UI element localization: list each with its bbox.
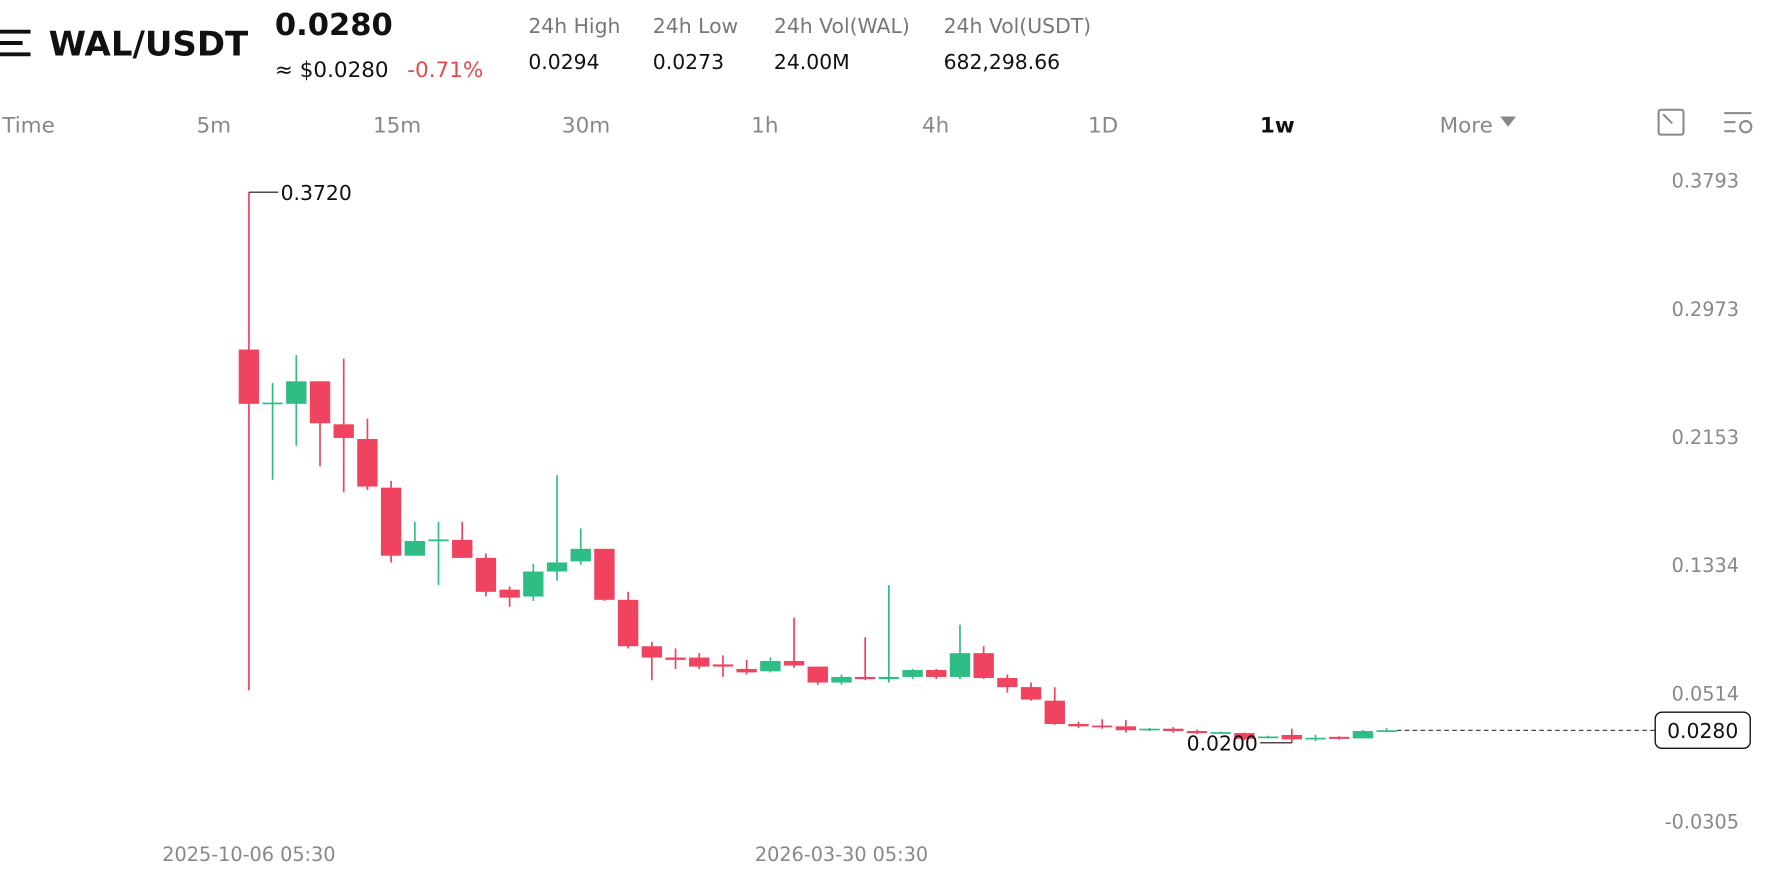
candle-body: [499, 589, 520, 598]
last-price: 0.0280: [275, 8, 393, 43]
candle-body: [1068, 724, 1089, 727]
stat-label: 24h Vol(USDT): [944, 14, 1092, 38]
candle-body: [665, 657, 686, 660]
candle-body: [831, 676, 852, 683]
candle-body: [333, 424, 354, 438]
candle-body: [949, 653, 971, 677]
candle-body: [594, 548, 615, 600]
candle-body: [570, 548, 591, 562]
candle-body: [428, 539, 449, 542]
timeframe-tab[interactable]: 5m: [197, 113, 232, 138]
stat-value: 682,298.66: [944, 50, 1061, 74]
stat-label: 24h Low: [653, 14, 738, 38]
settings-icon[interactable]: [1724, 112, 1753, 134]
candle-body: [475, 557, 497, 592]
candle-body: [1163, 728, 1184, 732]
candle-body: [309, 381, 331, 424]
tool-icons: [1657, 108, 1753, 136]
candle-body: [712, 664, 734, 667]
timeframe-tab[interactable]: 4h: [922, 113, 949, 138]
candle-body: [1281, 734, 1302, 740]
fullscreen-icon[interactable]: [1657, 108, 1685, 136]
stat-value: 24.00M: [774, 50, 850, 74]
y-tick-label: 0.2973: [1672, 298, 1739, 321]
last-price-box: [1654, 711, 1751, 750]
candle-body: [1186, 731, 1208, 734]
dropdown-arrow: [1500, 116, 1517, 127]
high-marker-label: 0.3720: [281, 181, 352, 205]
candle-body: [973, 653, 994, 679]
last-price-label: 0.0280: [1667, 719, 1738, 743]
candle-body: [262, 402, 283, 405]
candle-body: [1352, 731, 1374, 739]
stat-label: 24h High: [528, 14, 620, 38]
y-tick-label: 0.0514: [1672, 682, 1739, 705]
stat-value: 0.0273: [653, 50, 724, 74]
candle-body: [452, 539, 473, 558]
candle-body: [357, 439, 378, 487]
usd-price: ≈ $0.0280: [275, 58, 389, 83]
y-tick-label: -0.0305: [1665, 811, 1739, 834]
y-tick-label: 0.3793: [1672, 170, 1739, 193]
candle-body: [523, 571, 544, 597]
y-tick-label: 0.2153: [1672, 426, 1739, 449]
candle-body: [1020, 687, 1042, 700]
timeframe-tabs: Time 5m 15m 30m 1h 4h 1D 1w More: [1, 113, 1517, 138]
candle-body: [926, 670, 947, 677]
candle-body: [1257, 736, 1279, 739]
timeframe-tab[interactable]: Time: [1, 113, 55, 138]
candle-body: [641, 646, 663, 658]
timeframe-tab[interactable]: 30m: [562, 113, 610, 138]
icon-line: [1662, 113, 1673, 125]
candle-body: [760, 660, 781, 672]
icon-frame: [1657, 108, 1685, 136]
candle-body: [878, 676, 900, 680]
candle-body: [617, 599, 639, 647]
candle-body: [1234, 733, 1255, 739]
candle-body: [404, 541, 426, 556]
x-tick-label: 2026-03-30 05:30: [755, 843, 928, 866]
candle-body: [380, 487, 402, 556]
candle-body: [546, 562, 568, 572]
candle-body: [1329, 736, 1350, 739]
stat-label: 24h Vol(WAL): [774, 14, 910, 38]
candle-body: [1139, 728, 1160, 731]
timeframe-tab[interactable]: 1w: [1260, 113, 1295, 138]
candle-body: [286, 381, 307, 404]
candle-body: [783, 660, 805, 666]
stat-value: 0.0294: [528, 50, 599, 74]
pair: WAL/USDT: [49, 24, 249, 64]
timeframe-tab[interactable]: More: [1440, 113, 1493, 138]
y-tick-label: 0.1334: [1672, 554, 1739, 577]
candle-body: [997, 678, 1018, 688]
x-tick-label: 2025-10-06 05:30: [162, 843, 335, 866]
timeframe-tab[interactable]: 1h: [751, 113, 778, 138]
icon-gear: [1739, 120, 1753, 134]
candle-body: [1092, 725, 1113, 728]
stats: 24h High 0.0294 24h Low 0.0273 24h Vol(W…: [528, 14, 1091, 74]
candle-body: [238, 349, 260, 404]
low-marker-label: 0.0200: [1187, 732, 1258, 756]
candle-body: [1115, 726, 1137, 731]
timeframe-tab[interactable]: 15m: [373, 113, 421, 138]
candle-body: [689, 657, 710, 667]
candlestick-chart: 0.3793 0.2973 0.2153 0.1334 0.0514 -0.0305 202…: [162, 170, 1752, 866]
price-change: -0.71%: [407, 58, 483, 83]
candle-body: [1044, 700, 1065, 725]
timeframe-tab[interactable]: 1D: [1088, 113, 1118, 138]
candle-body: [1305, 737, 1326, 740]
candle-body: [854, 676, 876, 680]
candle-body: [1376, 730, 1397, 732]
menu-icon[interactable]: [0, 29, 31, 57]
candle-body: [807, 666, 828, 683]
candle-body: [736, 668, 757, 673]
candle-body: [902, 670, 923, 677]
candle-body: [1210, 732, 1231, 734]
